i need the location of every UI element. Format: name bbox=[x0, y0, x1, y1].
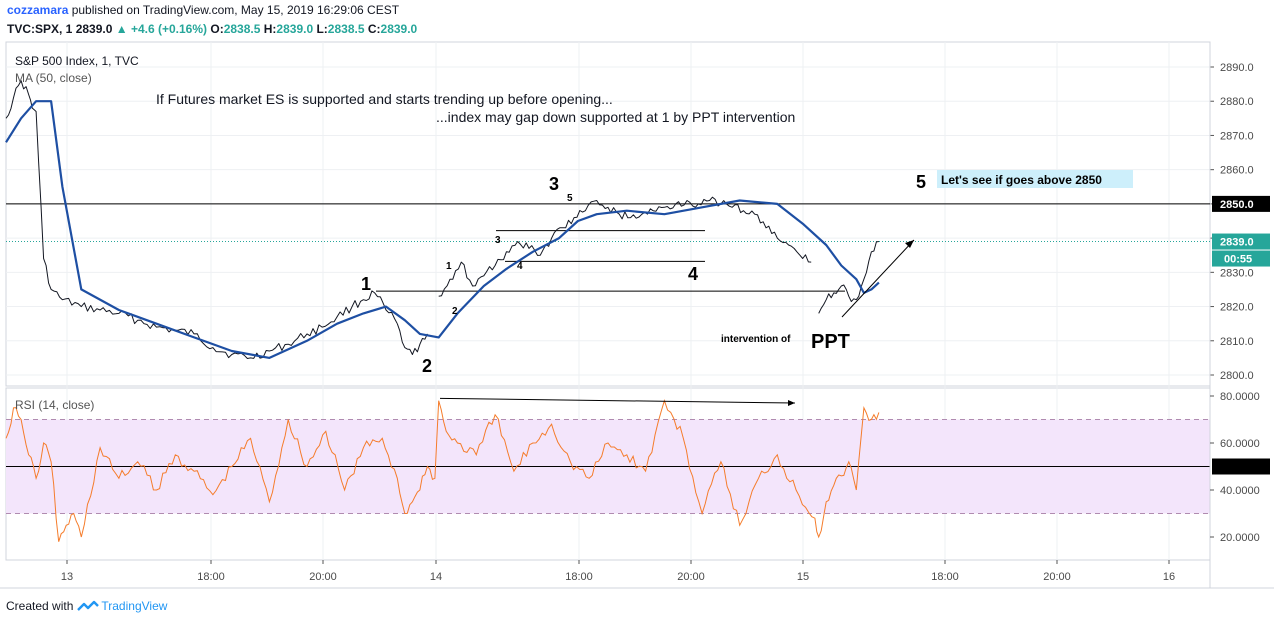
ticker-line: TVC:SPX, 1 2839.0 ▲ +4.6 (+0.16%) O:2838… bbox=[7, 22, 417, 36]
x-tick-label: 18:00 bbox=[197, 571, 225, 583]
y-tick-label: 2880.0 bbox=[1220, 96, 1254, 108]
main-pane-title: S&P 500 Index, 1, TVC bbox=[15, 54, 139, 68]
y-tick-label: 2890.0 bbox=[1220, 62, 1254, 74]
low-label: L: bbox=[316, 22, 328, 36]
symbol: TVC:SPX, 1 bbox=[7, 22, 73, 36]
rsi-50-label-bg bbox=[1212, 458, 1270, 475]
x-tick-label: 13 bbox=[61, 571, 73, 583]
countdown-label: 00:55 bbox=[1224, 254, 1252, 266]
y-tick-label: 2830.0 bbox=[1220, 267, 1254, 279]
highlight-bg bbox=[937, 170, 1133, 188]
last-price-label: 2839.0 bbox=[1220, 237, 1254, 249]
price-line-0 bbox=[5, 80, 398, 359]
last-price-label-bg bbox=[1212, 233, 1270, 250]
rsi-pane-title: RSI (14, close) bbox=[15, 398, 94, 412]
wave-label-3: 3 bbox=[549, 174, 559, 194]
ppt-note-label: intervention of bbox=[721, 334, 791, 345]
rsi-tick-label: 80.0000 bbox=[1220, 391, 1260, 403]
countdown-label-bg bbox=[1212, 250, 1270, 267]
price-line-1 bbox=[396, 323, 428, 355]
resistance-label-bg bbox=[1212, 195, 1270, 212]
price-line-3 bbox=[818, 241, 879, 314]
wave-label-5-big: 5 bbox=[916, 172, 926, 192]
last-price: 2839.0 bbox=[75, 22, 113, 36]
highlight-text: Let's see if goes above 2850 bbox=[941, 173, 1102, 187]
y-axis-main: 2800.02810.02820.02830.02840.02850.02860… bbox=[1210, 62, 1254, 382]
note-line-1: If Futures market ES is supported and st… bbox=[156, 91, 613, 107]
ma-indicator-label: MA (50, close) bbox=[15, 71, 92, 85]
y-tick-label: 2820.0 bbox=[1220, 302, 1254, 314]
x-tick-label: 15 bbox=[797, 571, 809, 583]
rsi-divergence-arrow-icon bbox=[788, 400, 795, 407]
ma-line bbox=[5, 100, 880, 359]
open-label: O: bbox=[210, 22, 224, 36]
open-value: 2838.5 bbox=[223, 22, 261, 36]
x-axis: 13 18:00 20:00 14 18:00 20:00 15 18:00 20:00 16 bbox=[61, 560, 1175, 583]
x-tick-label: 20:00 bbox=[309, 571, 337, 583]
wave-label-1: 1 bbox=[361, 274, 371, 294]
y-tick-label: 2870.0 bbox=[1220, 130, 1254, 142]
rsi-tick-label: 40.0000 bbox=[1220, 485, 1260, 497]
subwave-label-4: 4 bbox=[517, 261, 523, 272]
tradingview-brand[interactable]: TradingView bbox=[101, 599, 168, 613]
ppt-label: PPT bbox=[811, 331, 850, 353]
footer: Created with TradingView bbox=[6, 599, 167, 613]
x-tick-label: 18:00 bbox=[565, 571, 593, 583]
projection-arrow-head-icon bbox=[905, 240, 914, 248]
author-name[interactable]: cozzamara bbox=[7, 3, 69, 17]
close-label: C: bbox=[367, 22, 381, 36]
published-text: published on TradingView.com, May 15, 20… bbox=[68, 3, 400, 17]
close-value: 2839.0 bbox=[380, 22, 418, 36]
rsi-line bbox=[5, 399, 880, 542]
y-tick-label: 2800.0 bbox=[1220, 370, 1254, 382]
subwave-label-2: 2 bbox=[452, 306, 458, 317]
y-tick-label: 2860.0 bbox=[1220, 165, 1254, 177]
x-tick-label: 18:00 bbox=[931, 571, 959, 583]
x-tick-label: 16 bbox=[1163, 571, 1175, 583]
subwave-label-1: 1 bbox=[446, 261, 452, 272]
price-line-2 bbox=[438, 196, 812, 297]
wave-label-2: 2 bbox=[422, 356, 432, 376]
resistance-label: 2850.0 bbox=[1220, 199, 1254, 211]
high-label: H: bbox=[263, 22, 277, 36]
price-change: ▲ +4.6 (+0.16%) bbox=[115, 22, 208, 36]
y-tick-label: 2810.0 bbox=[1220, 336, 1254, 348]
x-tick-label: 20:00 bbox=[1043, 571, 1071, 583]
subwave-label-5: 5 bbox=[567, 193, 573, 204]
projection-arrow-line bbox=[841, 239, 915, 318]
rsi-tick-label: 60.0000 bbox=[1220, 438, 1260, 450]
high-value: 2839.0 bbox=[276, 22, 314, 36]
rsi-divergence-line bbox=[439, 397, 796, 404]
note-line-2: ...index may gap down supported at 1 by … bbox=[436, 109, 795, 125]
subwave-label-3: 3 bbox=[495, 235, 501, 246]
publish-info: cozzamara published on TradingView.com, … bbox=[7, 3, 399, 17]
low-value: 2838.5 bbox=[327, 22, 365, 36]
tradingview-logo-icon bbox=[77, 600, 100, 611]
wave-label-4: 4 bbox=[688, 264, 698, 284]
x-tick-label: 14 bbox=[430, 571, 442, 583]
created-with-label: Created with bbox=[6, 599, 74, 613]
x-tick-label: 20:00 bbox=[677, 571, 705, 583]
rsi-tick-label: 20.0000 bbox=[1220, 532, 1260, 544]
